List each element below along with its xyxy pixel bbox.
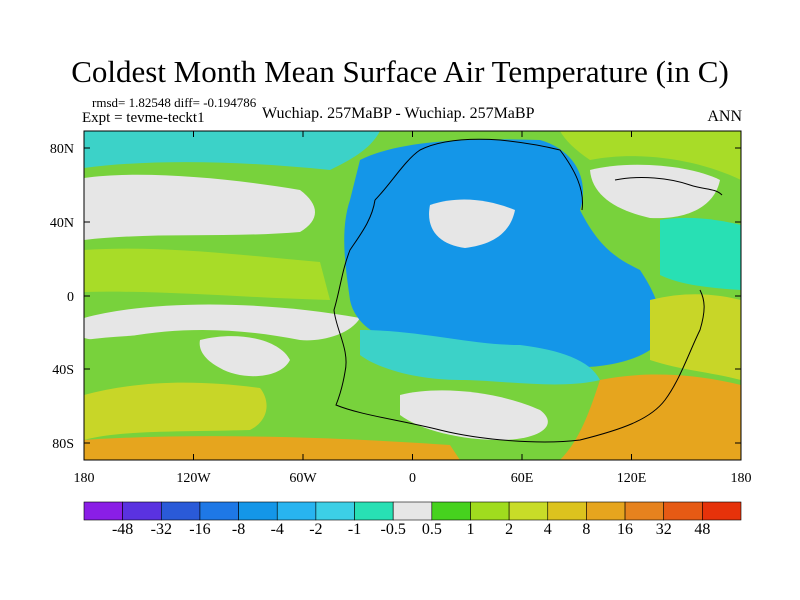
colorbar-label: -4: [271, 521, 284, 538]
lon-tick-label: 0: [409, 471, 416, 486]
lat-tick-label: 80N: [50, 142, 74, 157]
colorbar-label: -48: [112, 521, 133, 538]
comparison-title: Wuchiap. 257MaBP - Wuchiap. 257MaBP: [262, 105, 535, 122]
colorbar: -48 -32 -16 -8 -4 -2 -1 -0.5 0.5 1 2 4 8 16 32 48: [83, 501, 742, 538]
patch-northeast-grey: [590, 164, 720, 219]
longitude-axis: 180 120W 60W 0 60E 120E 180: [74, 131, 752, 486]
patch-southeast-orange: [560, 374, 741, 460]
colorbar-swatch: [663, 501, 703, 521]
colorbar-label: 2: [505, 521, 513, 538]
coastline-northeast: [614, 177, 723, 196]
colorbar-swatch: [702, 501, 742, 521]
colorbar-label: -32: [151, 521, 172, 538]
patch-tropic-yellow: [84, 248, 330, 300]
patch-east-teal: [660, 217, 741, 290]
patch-continent-cyan: [360, 330, 600, 385]
coastline-western: [333, 199, 705, 443]
patch-southwest-grey: [199, 336, 290, 377]
colorbar-swatch: [470, 501, 510, 521]
lon-tick-label: 180: [74, 471, 95, 486]
colorbar-swatch: [431, 501, 471, 521]
season-label: ANN: [707, 108, 742, 125]
temperature-field: [84, 131, 741, 460]
patch-southeast-yellow: [650, 294, 741, 380]
colorbar-swatch: [160, 501, 201, 521]
patch-continent-grey-south: [400, 390, 548, 440]
patch-south-grey: [84, 304, 360, 341]
patch-continent-grey-north: [429, 199, 515, 248]
experiment-label: Expt = tevme-teckt1: [82, 110, 205, 126]
patch-south-orange: [84, 436, 460, 460]
lat-tick-label: 40S: [52, 363, 74, 378]
colorbar-label: 8: [582, 521, 590, 538]
colorbar-swatch: [122, 501, 162, 521]
colorbar-swatch: [354, 501, 394, 521]
colorbar-swatch: [276, 501, 317, 521]
colorbar-swatch: [586, 501, 626, 521]
colorbar-label: 0.5: [422, 521, 442, 538]
colorbar-swatch: [508, 501, 549, 521]
patch-north-grey-pacific: [84, 174, 315, 240]
colorbar-swatch: [199, 501, 239, 521]
patch-southwest-yellow: [84, 382, 267, 440]
patch-north-cyan: [84, 131, 380, 170]
colorbar-label: 1: [466, 521, 474, 538]
colorbar-label: -1: [348, 521, 361, 538]
lon-tick-label: 60W: [289, 471, 317, 486]
lon-tick-label: 180: [731, 471, 752, 486]
colorbar-label: 32: [656, 521, 672, 538]
colorbar-swatch: [83, 501, 123, 521]
plot-title: Coldest Month Mean Surface Air Temperatu…: [71, 54, 729, 89]
colorbar-swatch: [624, 501, 665, 521]
coastline-northern: [374, 138, 584, 211]
rmsd-diff-stats: rmsd= 1.82548 diff= -0.194786: [92, 95, 257, 110]
colorbar-swatch: [315, 501, 355, 521]
colorbar-label: 48: [694, 521, 710, 538]
colorbar-label: -16: [189, 521, 210, 538]
lat-tick-label: 0: [67, 290, 74, 305]
colorbar-swatch: [547, 501, 587, 521]
latitude-axis: 80N 40N 0 40S 80S: [50, 142, 741, 452]
colorbar-label: 4: [544, 521, 552, 538]
lon-tick-label: 120E: [617, 471, 647, 486]
lat-tick-label: 40N: [50, 216, 74, 231]
lon-tick-label: 60E: [511, 471, 534, 486]
colorbar-label: -8: [232, 521, 245, 538]
lon-tick-label: 120W: [176, 471, 211, 486]
colorbar-swatch: [392, 501, 433, 521]
patch-northeast-lime: [560, 131, 741, 180]
colorbar-label: -2: [309, 521, 322, 538]
colorbar-swatch: [238, 501, 278, 521]
lat-tick-label: 80S: [52, 437, 74, 452]
colorbar-label: 16: [617, 521, 633, 538]
colorbar-label: -0.5: [381, 521, 406, 538]
